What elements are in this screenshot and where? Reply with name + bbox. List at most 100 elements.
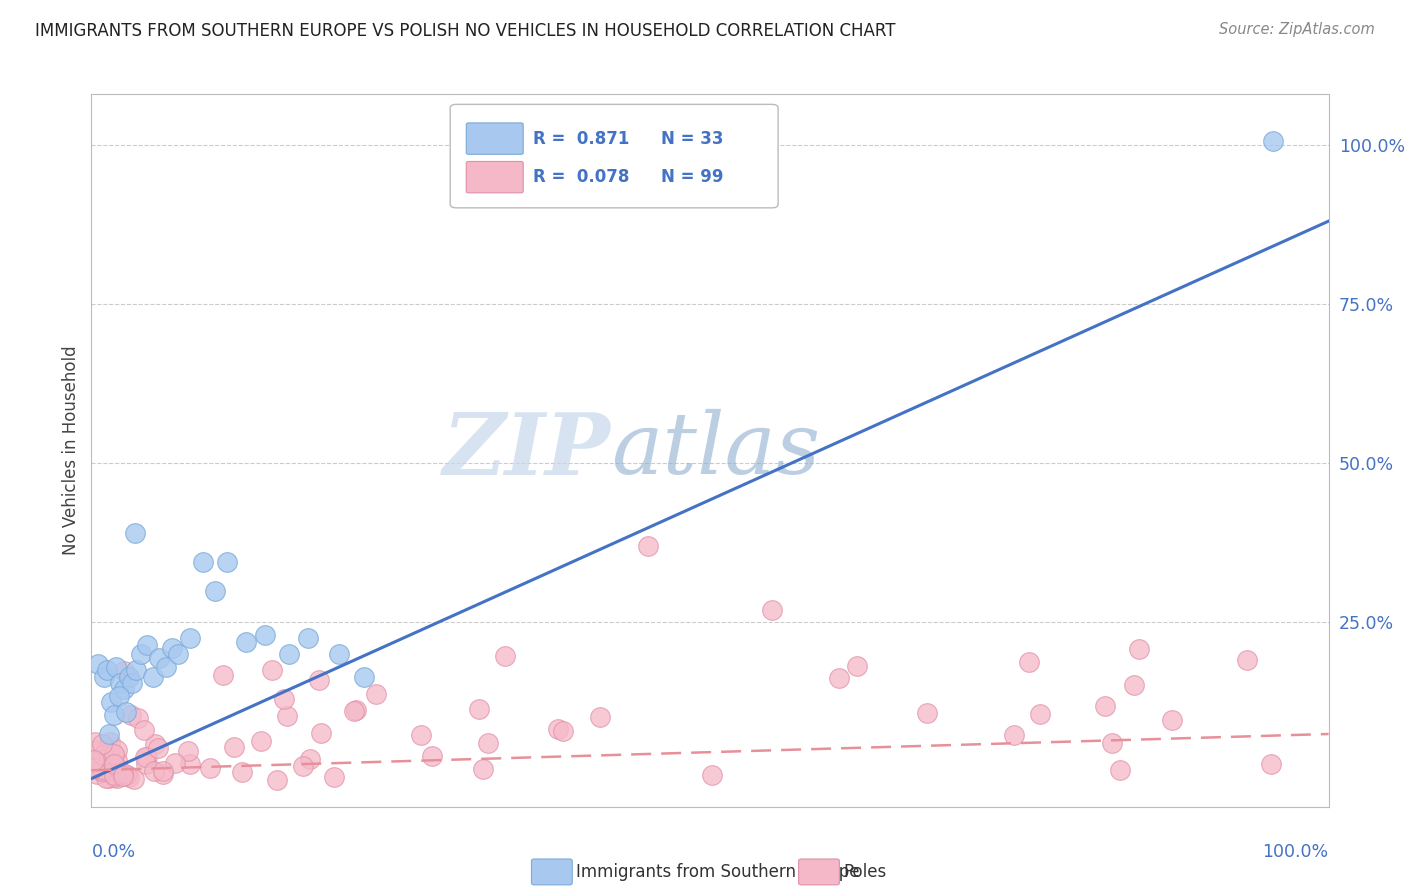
Point (846, 659, 869, 673)
Point (915, 706, 938, 720)
Point (103, 768, 125, 782)
Point (148, 650, 170, 665)
Point (103, 747, 125, 761)
Point (420, 749, 443, 764)
Point (211, 668, 233, 682)
Point (177, 743, 200, 757)
Point (100, 695, 122, 709)
Point (1029, 707, 1052, 722)
Text: N = 99: N = 99 (661, 169, 723, 186)
Text: 100.0%: 100.0% (1263, 843, 1329, 861)
Text: atlas: atlas (612, 409, 820, 491)
Point (93, 764, 115, 779)
Point (105, 771, 128, 785)
Text: R =  0.078: R = 0.078 (533, 169, 630, 186)
Point (135, 757, 157, 772)
Point (115, 768, 138, 782)
Point (129, 648, 152, 662)
Point (155, 660, 177, 674)
Point (278, 648, 301, 662)
Point (160, 640, 183, 655)
FancyBboxPatch shape (450, 104, 778, 208)
Point (107, 765, 129, 780)
Point (1002, 728, 1025, 742)
Point (828, 671, 851, 685)
Point (97, 727, 120, 741)
FancyBboxPatch shape (467, 123, 523, 154)
Point (494, 649, 516, 664)
Point (308, 673, 330, 687)
Point (108, 676, 131, 690)
Point (112, 766, 135, 780)
Point (235, 634, 257, 648)
Text: Source: ZipAtlas.com: Source: ZipAtlas.com (1219, 22, 1375, 37)
Point (353, 670, 375, 684)
Point (298, 752, 321, 766)
Point (105, 753, 128, 767)
Point (91, 738, 114, 752)
Point (1128, 641, 1150, 656)
Point (100, 756, 122, 771)
Point (250, 734, 273, 748)
Point (91, 747, 114, 762)
Point (97, 760, 120, 774)
Point (98, 746, 121, 760)
Point (323, 770, 346, 784)
Point (103, 770, 125, 784)
Point (96, 764, 118, 779)
FancyBboxPatch shape (467, 161, 523, 193)
Point (86, 657, 108, 671)
Point (98, 771, 121, 785)
Point (107, 761, 129, 775)
Point (700, 768, 723, 782)
Point (114, 768, 136, 782)
Text: Immigrants from Southern Europe: Immigrants from Southern Europe (576, 863, 860, 881)
Point (224, 739, 246, 754)
Point (273, 692, 295, 706)
Point (98, 735, 121, 749)
Point (328, 648, 350, 662)
Point (124, 526, 146, 541)
Point (297, 632, 319, 646)
Point (200, 761, 222, 775)
Point (134, 750, 156, 764)
Point (121, 676, 143, 690)
Point (91, 762, 114, 776)
Point (115, 705, 138, 719)
Point (1236, 653, 1258, 667)
Point (309, 725, 332, 739)
Point (142, 764, 165, 779)
Point (1261, 135, 1284, 149)
Point (152, 766, 174, 780)
Point (87, 764, 110, 778)
Point (146, 741, 169, 756)
Text: Poles: Poles (844, 863, 887, 881)
Point (112, 769, 135, 783)
Point (94, 771, 117, 785)
Point (90, 762, 112, 776)
Point (179, 757, 201, 772)
Point (231, 765, 253, 780)
Point (103, 757, 125, 772)
Point (761, 603, 783, 617)
Point (167, 648, 190, 662)
Point (142, 670, 165, 684)
Point (117, 770, 139, 784)
Point (98, 749, 121, 764)
Point (120, 708, 142, 723)
Point (344, 703, 367, 717)
Point (107, 689, 129, 703)
Point (291, 758, 314, 772)
Text: ZIP: ZIP (443, 409, 612, 492)
Text: R =  0.871: R = 0.871 (533, 129, 630, 147)
Point (86, 767, 108, 781)
Point (97, 749, 120, 764)
Point (471, 762, 494, 776)
Point (125, 663, 148, 677)
Point (1161, 714, 1184, 728)
Point (136, 638, 159, 652)
Point (84, 743, 107, 757)
Point (253, 628, 276, 642)
Point (122, 772, 145, 786)
Point (1101, 736, 1123, 750)
